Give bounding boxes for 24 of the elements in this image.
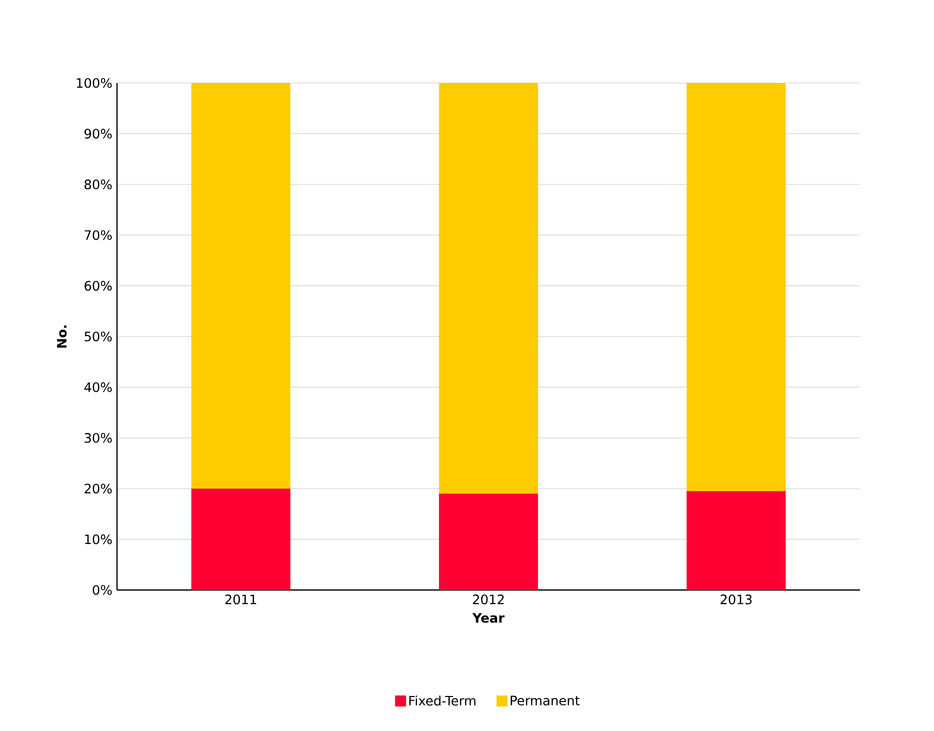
y-tick-label: 40% [84, 382, 112, 392]
legend-label: Permanent [510, 696, 580, 706]
bar [191, 82, 290, 489]
bar [686, 82, 786, 492]
bar [438, 494, 538, 590]
x-tick-label: 2012 [472, 594, 504, 604]
bar [191, 488, 290, 590]
y-tick-label: 60% [84, 280, 112, 291]
x-axis-title: Year [472, 613, 505, 623]
y-tick-label: 100% [76, 78, 112, 88]
bar [438, 82, 538, 494]
x-tick-label: 2011 [225, 594, 256, 604]
legend-label: Fixed-Term [409, 696, 476, 706]
y-tick-label: 90% [84, 128, 112, 139]
y-tick-label: 30% [84, 433, 112, 443]
y-tick-label: 80% [84, 180, 112, 190]
y-tick-label: 70% [84, 230, 112, 240]
y-tick-label: 0% [92, 585, 112, 595]
y-tick-label: 50% [84, 332, 112, 342]
x-tick-label: 2013 [720, 594, 752, 604]
y-axis-title: No. [57, 325, 67, 348]
y-tick-label: 10% [85, 534, 112, 544]
y-tick-label: 20% [84, 484, 112, 494]
bar [686, 491, 786, 590]
